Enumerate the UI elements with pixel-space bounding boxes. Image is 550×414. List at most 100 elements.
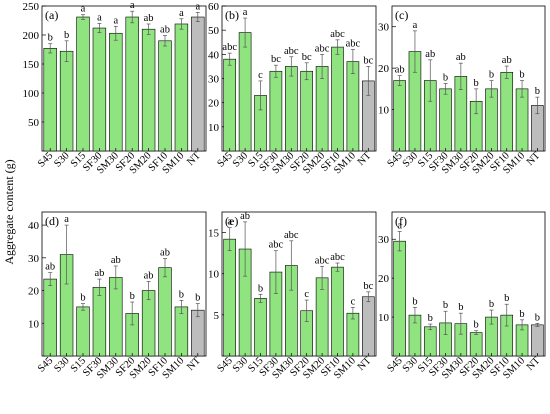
significance-letter: bc <box>302 52 312 63</box>
bar-SF20 <box>300 70 314 152</box>
significance-letter: c <box>258 70 263 81</box>
significance-letter: bc <box>363 281 373 292</box>
bar-SM20 <box>141 290 156 357</box>
x-tick-label: NT <box>356 355 374 373</box>
x-tick-label: S45 <box>36 355 55 374</box>
y-tick-label: 200 <box>23 30 40 42</box>
panels: 50100150200250bS45bS30aS15aSF30aSM30aSF2… <box>23 0 546 381</box>
bar-S15 <box>254 298 267 357</box>
significance-letter: abc <box>346 39 361 50</box>
significance-letter: ab <box>160 247 170 258</box>
significance-letter: a <box>413 20 418 31</box>
bar-SM20 <box>485 88 498 152</box>
significance-letter: abc <box>284 230 299 241</box>
x-tick-label: NT <box>185 355 203 373</box>
significance-letter: bc <box>363 55 373 66</box>
significance-letter: a <box>113 15 118 26</box>
significance-letter: b <box>195 293 200 304</box>
significance-letter: ab <box>45 262 55 273</box>
significance-letter: abc <box>269 240 284 251</box>
bar-S15 <box>76 306 90 357</box>
bar-S15 <box>76 16 90 152</box>
bar-NT <box>191 16 205 152</box>
y-tick-label: 30 <box>378 234 390 246</box>
y-tick-label: 250 <box>23 1 40 13</box>
bar-S45 <box>223 58 237 152</box>
bar-S45 <box>393 240 406 357</box>
bar-SF10 <box>500 71 514 152</box>
y-tick-label: 10 <box>378 312 390 324</box>
y-tick-label: 150 <box>23 59 40 71</box>
bar-S30 <box>59 50 74 152</box>
significance-letter: b <box>474 78 479 89</box>
bar-S30 <box>238 32 252 152</box>
y-tick-label: 40 <box>28 220 40 232</box>
bar-S15 <box>423 326 437 357</box>
bar-SM30 <box>109 32 123 152</box>
significance-letter: a <box>397 220 402 231</box>
significance-letter: bc <box>271 54 281 65</box>
significance-letter: abc <box>330 252 345 263</box>
bar-SM20 <box>315 66 329 152</box>
significance-letter: ab <box>425 49 435 60</box>
panel-frame <box>41 211 207 357</box>
bar-NT <box>531 324 544 357</box>
x-tick-label: S45 <box>36 150 55 169</box>
panel-1: 50100150200250bS45bS30aS15aSF30aSM30aSF2… <box>23 0 207 176</box>
significance-letter: b <box>443 72 448 83</box>
panel-frame <box>391 211 546 357</box>
bar-SM20 <box>141 28 156 152</box>
bar-S45 <box>223 238 237 357</box>
significance-letter: a <box>64 214 69 225</box>
bar-SF10 <box>331 46 344 152</box>
panel-frame <box>41 5 207 152</box>
y-tick-label: 100 <box>23 88 40 100</box>
significance-letter: b <box>48 33 53 44</box>
panel-label: (b) <box>225 8 239 22</box>
bar-SM10 <box>515 88 529 152</box>
bar-S45 <box>43 278 57 357</box>
y-tick-label: 10 <box>378 105 390 117</box>
panel-3: 102030abS45aS30abS15bSF30abSM30bSF20bSM2… <box>378 5 546 176</box>
panel-6: 102030aS45bS30bS15bSF30bSM30bSF20bSM20bS… <box>378 211 546 381</box>
y-tick-label: 10 <box>208 269 220 281</box>
bar-SF30 <box>269 70 283 152</box>
y-tick-label: 60 <box>208 1 220 13</box>
bar-NT <box>361 296 375 357</box>
significance-letter: ab <box>456 52 466 63</box>
significance-letter: abc <box>315 43 330 54</box>
y-tick-label: 50 <box>28 117 40 129</box>
significance-letter: a <box>130 0 135 11</box>
x-tick-label: NT <box>185 150 203 168</box>
x-tick-label: S30 <box>52 355 71 374</box>
x-tick-label: NT <box>525 355 543 373</box>
significance-letter: a <box>179 8 184 19</box>
bar-SM10 <box>346 312 360 357</box>
y-tick-label: 10 <box>208 122 220 134</box>
significance-letter: abc <box>222 42 237 53</box>
significance-letter: b <box>412 296 417 307</box>
significance-letter: b <box>489 299 494 310</box>
bar-S45 <box>43 48 57 152</box>
significance-letter: b <box>458 302 463 313</box>
significance-letter: a <box>81 4 86 15</box>
panel-frame <box>391 5 546 152</box>
bar-SF10 <box>158 40 172 152</box>
significance-letter: b <box>179 289 184 300</box>
y-tick-label: 20 <box>378 273 390 285</box>
significance-letter: b <box>504 293 509 304</box>
significance-letter: ab <box>144 270 154 281</box>
significance-letter: b <box>64 30 69 41</box>
significance-letter: b <box>258 283 263 294</box>
significance-letter: b <box>519 70 524 81</box>
significance-letter: ab <box>144 13 154 24</box>
panel-2: 102030405060abcS45aS30cS15bcSF30abcSM30b… <box>208 1 377 176</box>
x-tick-label: NT <box>356 150 374 168</box>
significance-letter: ab <box>240 211 250 222</box>
y-tick-label: 5 <box>214 310 220 322</box>
y-tick-label: 30 <box>208 74 220 86</box>
bar-SM10 <box>174 306 189 357</box>
panel-5: 51015aS45abS30bS15abcSF30abcSM30cSF20abc… <box>208 211 377 381</box>
significance-letter: ab <box>502 55 512 66</box>
bar-SF10 <box>158 267 172 357</box>
